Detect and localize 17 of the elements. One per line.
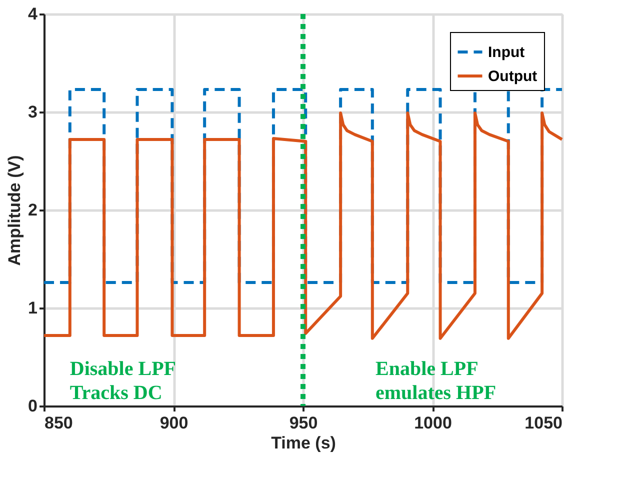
line-series xyxy=(42,111,564,340)
x-axis-title: Time (s) xyxy=(271,434,336,452)
x-tick-label: 950 xyxy=(289,414,318,432)
y-tick-label: 2 xyxy=(28,200,38,220)
x-tick-label: 850 xyxy=(44,414,73,432)
y-tick-label: 3 xyxy=(28,102,38,122)
y-tick-label: 0 xyxy=(28,396,38,416)
y-tick-label: 1 xyxy=(28,298,38,318)
x-tick-label: 900 xyxy=(160,414,188,432)
x-tick-label: 1050 xyxy=(524,414,562,432)
y-axis-title: Amplitude (V) xyxy=(5,155,24,266)
x-tick-label: 1000 xyxy=(414,414,452,432)
legend-label: Input xyxy=(488,44,525,61)
annotation: Disable LPF Tracks DC xyxy=(70,358,176,404)
legend-label: Output xyxy=(488,68,538,85)
y-tick-label: 4 xyxy=(28,4,38,24)
annotation: Enable LPF emulates HPF xyxy=(376,358,496,404)
